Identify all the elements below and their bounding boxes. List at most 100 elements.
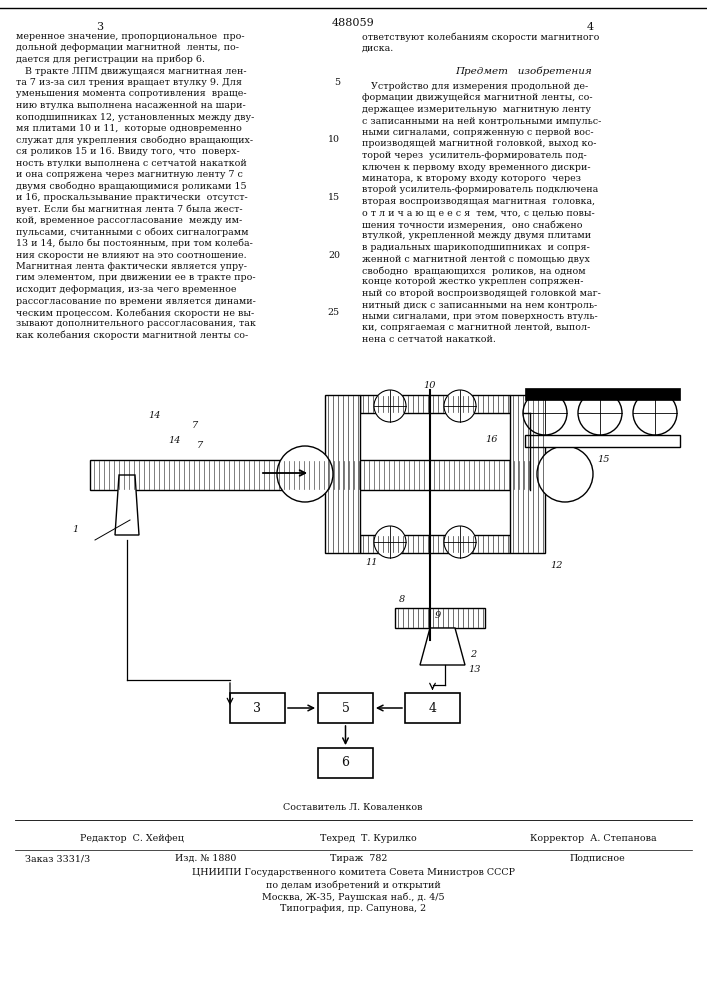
Circle shape: [374, 526, 406, 558]
Text: Изд. № 1880: Изд. № 1880: [175, 854, 236, 863]
Text: Тираж  782: Тираж 782: [330, 854, 387, 863]
Bar: [525, 388, 680, 400]
Bar: [360, 535, 510, 553]
Text: Москва, Ж-35, Раушская наб., д. 4/5: Москва, Ж-35, Раушская наб., д. 4/5: [262, 892, 444, 902]
Bar: [510, 395, 545, 553]
Text: 1: 1: [72, 526, 78, 534]
Text: Заказ 3331/3: Заказ 3331/3: [25, 854, 90, 863]
Text: Составитель Л. Коваленков: Составитель Л. Коваленков: [284, 803, 423, 812]
Text: производящей магнитной головкой, выход ко-: производящей магнитной головкой, выход к…: [362, 139, 597, 148]
Bar: [525, 435, 680, 447]
Text: о т л и ч а ю щ е е с я  тем, что, с целью повы-: о т л и ч а ю щ е е с я тем, что, с цель…: [362, 209, 595, 218]
Text: 9: 9: [435, 610, 441, 619]
Text: 4: 4: [586, 22, 594, 32]
Text: 3: 3: [96, 22, 103, 32]
Text: 15: 15: [597, 454, 609, 464]
Text: вует. Если бы магнитная лента 7 была жест-: вует. Если бы магнитная лента 7 была жес…: [16, 205, 243, 214]
Bar: [318, 748, 373, 778]
Circle shape: [444, 526, 476, 558]
Bar: [230, 693, 285, 723]
Text: шения точности измерения,  оно снабжено: шения точности измерения, оно снабжено: [362, 220, 583, 230]
Text: ный со второй воспроизводящей головкой маг-: ный со второй воспроизводящей головкой м…: [362, 289, 601, 298]
Text: по делам изобретений и открытий: по делам изобретений и открытий: [266, 880, 440, 890]
Text: кой, временное рассогласование  между им-: кой, временное рассогласование между им-: [16, 216, 243, 225]
Text: ответствуют колебаниям скорости магнитного: ответствуют колебаниям скорости магнитно…: [362, 32, 600, 41]
Text: 14: 14: [148, 411, 161, 420]
Text: конце которой жестко укреплен сопряжен-: конце которой жестко укреплен сопряжен-: [362, 277, 583, 286]
Text: Типография, пр. Сапунова, 2: Типография, пр. Сапунова, 2: [280, 904, 426, 913]
Text: двумя свободно вращающимися роликами 15: двумя свободно вращающимися роликами 15: [16, 182, 247, 191]
Text: 7: 7: [197, 441, 203, 450]
Text: 14: 14: [169, 436, 181, 445]
Text: Корректор  А. Степанова: Корректор А. Степанова: [530, 834, 657, 843]
Text: ными сигналами, сопряженную с первой вос-: ными сигналами, сопряженную с первой вос…: [362, 128, 594, 137]
Text: мя плитами 10 и 11,  которые одновременно: мя плитами 10 и 11, которые одновременно: [16, 124, 242, 133]
Text: Магнитная лента фактически является упру-: Магнитная лента фактически является упру…: [16, 262, 247, 271]
Text: исходит деформация, из-за чего временное: исходит деформация, из-за чего временное: [16, 285, 237, 294]
Circle shape: [523, 391, 567, 435]
Text: и она сопряжена через магнитную ленту 7 с: и она сопряжена через магнитную ленту 7 …: [16, 170, 243, 179]
Text: нена с сетчатой накаткой.: нена с сетчатой накаткой.: [362, 335, 496, 344]
Text: нитный диск с записанными на нем контроль-: нитный диск с записанными на нем контрол…: [362, 300, 597, 310]
Text: ЦНИИПИ Государственного комитета Совета Министров СССР: ЦНИИПИ Государственного комитета Совета …: [192, 868, 515, 877]
Text: 6: 6: [341, 756, 349, 770]
Text: зывают дополнительного рассогласования, так: зывают дополнительного рассогласования, …: [16, 320, 256, 328]
Text: свободно  вращающихся  роликов, на одном: свободно вращающихся роликов, на одном: [362, 266, 585, 275]
Text: 15: 15: [328, 193, 340, 202]
Circle shape: [277, 446, 333, 502]
Text: ными сигналами, при этом поверхность втуль-: ными сигналами, при этом поверхность вту…: [362, 312, 597, 321]
Text: 2: 2: [470, 650, 477, 659]
Text: пульсами, считанными с обоих сигналограмм: пульсами, считанными с обоих сигналограм…: [16, 228, 248, 237]
Text: как колебания скорости магнитной ленты со-: как колебания скорости магнитной ленты с…: [16, 331, 248, 340]
Bar: [405, 693, 460, 723]
Circle shape: [374, 390, 406, 422]
Text: нию втулка выполнена насаженной на шари-: нию втулка выполнена насаженной на шари-: [16, 101, 246, 110]
Text: 13 и 14, было бы постоянным, при том колеба-: 13 и 14, было бы постоянным, при том кол…: [16, 239, 253, 248]
Bar: [90, 460, 530, 490]
Text: 12: 12: [550, 561, 563, 570]
Circle shape: [444, 390, 476, 422]
Text: 488059: 488059: [332, 18, 375, 28]
Text: ния скорости не влияют на это соотношение.: ния скорости не влияют на это соотношени…: [16, 250, 247, 259]
Text: 16: 16: [486, 436, 498, 444]
Text: держащее измерительную  магнитную ленту: держащее измерительную магнитную ленту: [362, 105, 591, 114]
Text: ческим процессом. Колебания скорости не вы-: ческим процессом. Колебания скорости не …: [16, 308, 255, 318]
Text: формации движущейся магнитной ленты, со-: формации движущейся магнитной ленты, со-: [362, 94, 592, 103]
Text: 8: 8: [399, 595, 405, 604]
Bar: [318, 693, 373, 723]
Text: и 16, проскальзывание практически  отсутст-: и 16, проскальзывание практически отсутс…: [16, 193, 247, 202]
Text: минатора, к второму входу которого  через: минатора, к второму входу которого через: [362, 174, 581, 183]
Text: втулкой, укрепленной между двумя плитами: втулкой, укрепленной между двумя плитами: [362, 232, 591, 240]
Text: 11: 11: [365, 558, 378, 567]
Circle shape: [578, 391, 622, 435]
Polygon shape: [115, 475, 139, 535]
Text: служат для укрепления свободно вращающих-: служат для укрепления свободно вращающих…: [16, 135, 253, 145]
Text: 10: 10: [423, 381, 436, 390]
Text: 25: 25: [328, 308, 340, 317]
Text: ность втулки выполнена с сетчатой накаткой: ность втулки выполнена с сетчатой накатк…: [16, 158, 247, 167]
Text: 5: 5: [341, 702, 349, 714]
Circle shape: [633, 391, 677, 435]
Text: дольной деформации магнитной  ленты, по-: дольной деформации магнитной ленты, по-: [16, 43, 239, 52]
Bar: [395, 608, 485, 628]
Text: 3: 3: [254, 702, 262, 714]
Text: ся роликов 15 и 16. Ввиду того, что  поверх-: ся роликов 15 и 16. Ввиду того, что пове…: [16, 147, 240, 156]
Text: меренное значение, пропорциональное  про-: меренное значение, пропорциональное про-: [16, 32, 245, 41]
Bar: [325, 395, 360, 553]
Circle shape: [537, 446, 593, 502]
Text: второй усилитель-формирователь подключена: второй усилитель-формирователь подключен…: [362, 186, 598, 194]
Text: дается для регистрации на прибор 6.: дается для регистрации на прибор 6.: [16, 55, 205, 64]
Text: 7: 7: [192, 421, 198, 430]
Text: 13: 13: [468, 666, 481, 674]
Text: с записанными на ней контрольными импульс-: с записанными на ней контрольными импуль…: [362, 116, 602, 125]
Text: в радиальных шарикоподшипниках  и сопря-: в радиальных шарикоподшипниках и сопря-: [362, 243, 590, 252]
Text: Предмет   изобретения: Предмет изобретения: [455, 67, 592, 77]
Text: 5: 5: [334, 78, 340, 87]
Text: Устройство для измерения продольной де-: Устройство для измерения продольной де-: [362, 82, 588, 91]
Text: ки, сопрягаемая с магнитной лентой, выпол-: ки, сопрягаемая с магнитной лентой, выпо…: [362, 324, 590, 332]
Text: торой через  усилитель-формирователь под-: торой через усилитель-формирователь под-: [362, 151, 587, 160]
Text: 10: 10: [328, 135, 340, 144]
Bar: [360, 395, 510, 413]
Text: Редактор  С. Хейфец: Редактор С. Хейфец: [80, 834, 184, 843]
Text: гим элементом, при движении ее в тракте про-: гим элементом, при движении ее в тракте …: [16, 273, 256, 282]
